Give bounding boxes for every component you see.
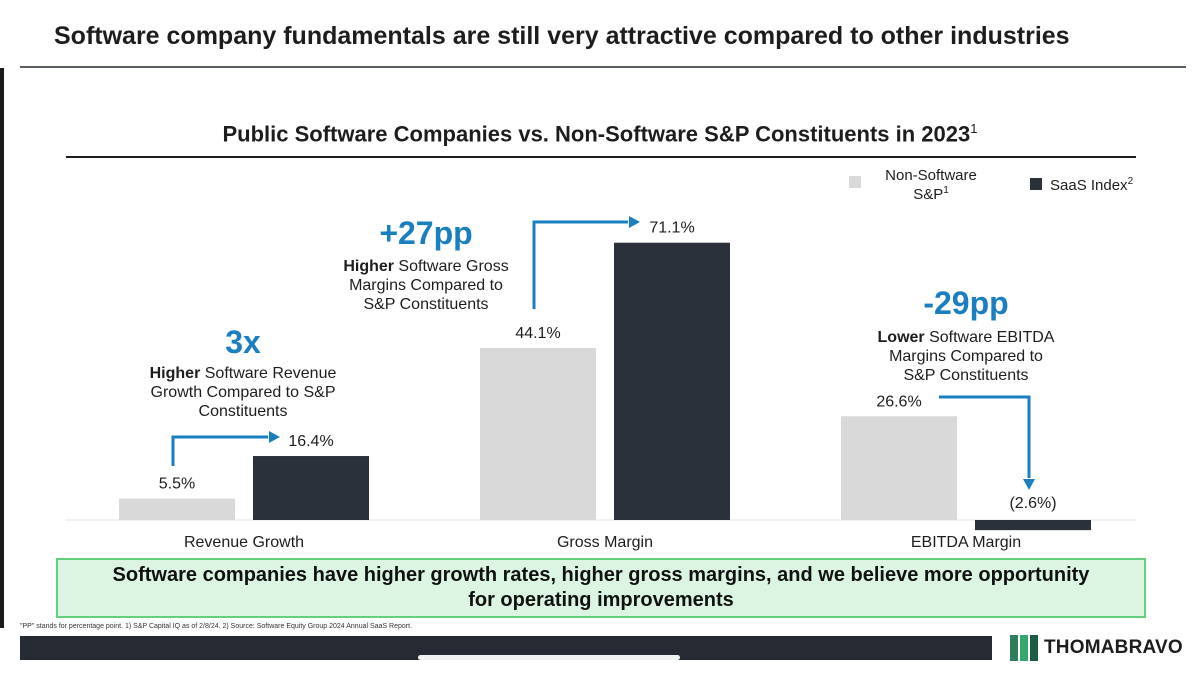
data-label: 16.4%	[288, 433, 333, 450]
bar	[841, 416, 957, 520]
bar	[253, 456, 369, 520]
bar	[480, 348, 596, 520]
bar	[614, 242, 730, 520]
chart-title-footnote-mark: 1	[970, 121, 978, 136]
left-edge-bar	[0, 68, 4, 628]
annotation-text: Higher Software Gross	[343, 258, 508, 275]
title-divider	[20, 66, 1186, 68]
annotation-text: Constituents	[199, 403, 288, 420]
chart-title-text: Public Software Companies vs. Non-Softwa…	[222, 121, 971, 147]
arrow-line	[939, 395, 1031, 478]
brand-name: THOMABRAVO	[1044, 637, 1183, 658]
home-indicator[interactable]	[418, 655, 680, 660]
bar	[119, 498, 235, 520]
arrow-head	[1023, 479, 1035, 490]
legend-label: SaaS Index2	[1050, 176, 1134, 194]
chart-title-divider	[66, 156, 1136, 158]
x-tick-label: Gross Margin	[557, 534, 653, 551]
annotation-text: Margins Compared to	[889, 348, 1043, 365]
brand-mark-icon	[1010, 635, 1038, 661]
legend-label: S&P1	[913, 185, 949, 203]
annotation-headline: 3x	[225, 324, 261, 360]
summary-callout-text: Software companies have higher growth ra…	[112, 564, 1090, 611]
annotation-headline: +27pp	[379, 215, 472, 251]
slide-title: Software company fundamentals are still …	[54, 22, 1070, 50]
brand-mark-stripe	[1020, 635, 1028, 661]
legend-swatch	[849, 176, 861, 188]
brand-mark-stripe	[1010, 635, 1018, 661]
data-label: 71.1%	[649, 220, 694, 237]
brand-mark-stripe	[1030, 635, 1038, 661]
annotation-text: S&P Constituents	[903, 367, 1028, 384]
data-label: 44.1%	[515, 325, 560, 342]
annotation-text: Margins Compared to	[349, 277, 503, 294]
bar	[975, 520, 1091, 531]
x-tick-label: Revenue Growth	[184, 534, 304, 551]
arrow-line	[532, 220, 628, 309]
annotation-text: Growth Compared to S&P	[151, 384, 336, 401]
annotation-headline: -29pp	[923, 285, 1008, 321]
legend-label: Non-Software	[885, 167, 977, 184]
annotation-text: Lower Software EBITDA	[878, 329, 1055, 346]
x-tick-label: EBITDA Margin	[911, 534, 1021, 551]
arrow-line	[171, 435, 268, 466]
annotation-text: S&P Constituents	[363, 296, 488, 313]
brand-logo: THOMABRAVO	[1010, 634, 1183, 662]
legend-swatch	[1030, 178, 1042, 190]
summary-callout: Software companies have higher growth ra…	[56, 558, 1146, 618]
data-label: 26.6%	[876, 393, 921, 410]
footnote: "PP" stands for percentage point. 1) S&P…	[20, 623, 413, 630]
data-label: 5.5%	[159, 476, 195, 493]
arrow-head	[629, 216, 640, 228]
annotation-text: Higher Software Revenue	[150, 365, 337, 382]
data-label: (2.6%)	[1009, 495, 1056, 512]
chart-title: Public Software Companies vs. Non-Softwa…	[0, 121, 1200, 147]
arrow-head	[269, 431, 280, 443]
